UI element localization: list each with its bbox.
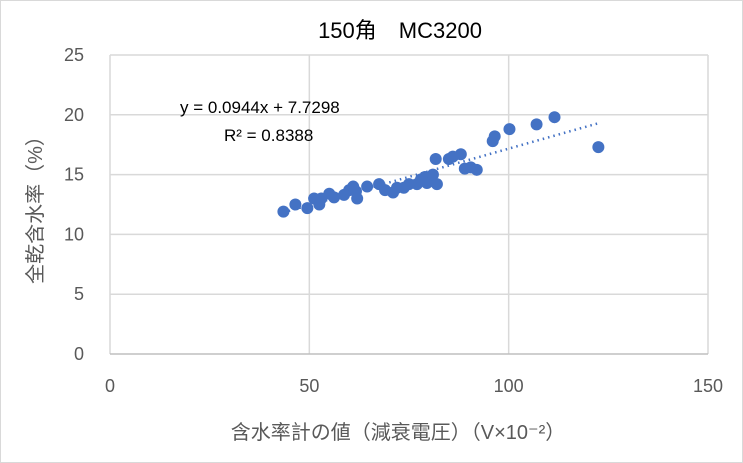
data-point [301,202,314,215]
data-point [488,130,501,143]
data-points [277,111,605,218]
data-point [289,198,302,211]
data-point [592,141,605,154]
data-point [454,148,467,161]
data-point [530,118,543,131]
trendline-equation: y = 0.0944x + 7.7298 [180,98,340,117]
x-tick-label: 50 [299,376,319,396]
data-point [429,153,442,166]
x-tick-label: 100 [494,376,524,396]
r-squared-label: R² = 0.8388 [224,126,313,145]
tick-labels: 0 50 100 150 0 5 10 15 20 25 [64,45,723,396]
gridlines [109,54,709,355]
x-tick-label: 0 [105,376,115,396]
data-point [430,178,443,191]
data-point [351,192,364,205]
y-tick-label: 15 [64,165,84,185]
y-tick-label: 5 [74,284,84,304]
data-point [503,123,516,136]
data-point [361,180,374,193]
x-axis-label: 含水率計の値（減衰電圧）（V×10⁻²） [231,421,565,444]
y-tick-label: 25 [64,45,84,65]
y-axis-label: 全乾含水率（%） [24,126,47,284]
data-point [470,163,483,176]
data-point [548,111,561,124]
y-tick-label: 0 [74,344,84,364]
y-tick-label: 10 [64,224,84,244]
y-tick-label: 20 [64,105,84,125]
data-point [420,176,433,189]
data-point [328,191,341,204]
chart-title: 150角 MC3200 [318,18,482,43]
data-point [277,205,290,218]
x-tick-label: 150 [693,376,723,396]
data-point [426,168,439,181]
